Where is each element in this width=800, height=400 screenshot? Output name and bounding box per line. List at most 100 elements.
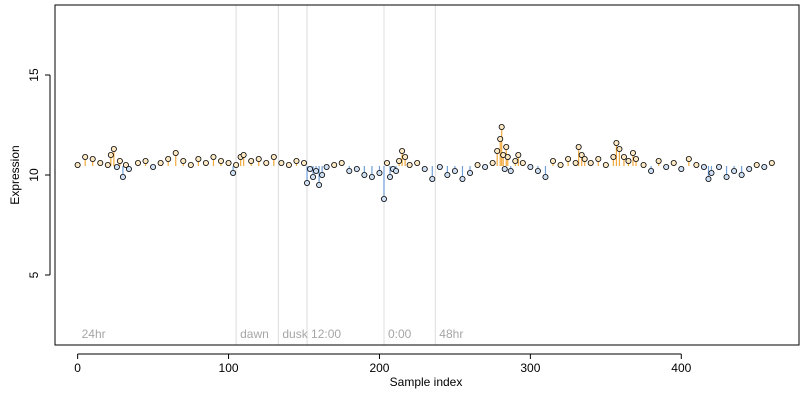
data-point-0-116 — [738, 171, 745, 178]
x-tick-label-1: 100 — [219, 361, 239, 375]
data-point-0-42 — [319, 171, 326, 178]
data-point-0-41 — [316, 181, 323, 188]
annotation-lines — [235, 5, 436, 345]
data-point-0-47 — [353, 165, 360, 172]
data-point-0-6 — [110, 145, 117, 152]
annotation-label-3: 12:00 — [311, 327, 341, 341]
data-point-0-100 — [629, 149, 636, 156]
data-point-0-34 — [285, 161, 292, 168]
data-point-0-31 — [263, 159, 270, 166]
data-point-0-25 — [230, 169, 237, 176]
points — [74, 124, 775, 202]
data-point-0-76 — [503, 143, 510, 150]
y-tick-label-1: 10 — [27, 168, 41, 182]
data-point-0-45 — [338, 159, 345, 166]
data-point-0-21 — [202, 159, 209, 166]
data-point-0-71 — [494, 147, 501, 154]
data-point-0-104 — [655, 157, 662, 164]
data-point-0-50 — [376, 169, 383, 176]
data-point-0-28 — [240, 151, 247, 158]
data-point-0-80 — [515, 151, 522, 158]
data-point-0-46 — [346, 167, 353, 174]
data-point-0-101 — [633, 155, 640, 162]
data-point-0-75 — [501, 165, 508, 172]
annotation-label-1: dawn — [240, 327, 269, 341]
data-point-0-26 — [233, 161, 240, 168]
data-point-0-2 — [89, 155, 96, 162]
data-point-0-99 — [625, 157, 632, 164]
data-point-0-107 — [678, 165, 685, 172]
data-point-0-59 — [406, 161, 413, 168]
data-point-0-16 — [165, 155, 172, 162]
data-point-0-114 — [723, 173, 730, 180]
data-point-0-112 — [708, 169, 715, 176]
data-point-0-98 — [620, 153, 627, 160]
data-point-0-72 — [497, 135, 504, 142]
y-tick-label-2: 15 — [27, 68, 41, 82]
data-point-0-33 — [278, 159, 285, 166]
data-point-0-85 — [550, 157, 557, 164]
data-point-0-119 — [761, 163, 768, 170]
data-point-0-84 — [542, 173, 549, 180]
data-point-0-106 — [670, 159, 677, 166]
data-point-0-94 — [602, 161, 609, 168]
data-point-0-49 — [368, 173, 375, 180]
data-point-0-88 — [572, 159, 579, 166]
data-point-0-29 — [248, 157, 255, 164]
data-point-0-5 — [107, 151, 114, 158]
data-point-0-30 — [255, 155, 262, 162]
data-point-0-89 — [575, 143, 582, 150]
data-point-0-120 — [768, 159, 775, 166]
data-point-0-58 — [402, 153, 409, 160]
data-point-0-64 — [444, 171, 451, 178]
data-point-0-91 — [581, 155, 588, 162]
data-point-0-65 — [451, 167, 458, 174]
data-point-0-57 — [399, 147, 406, 154]
data-point-0-103 — [648, 167, 655, 174]
data-point-0-20 — [195, 155, 202, 162]
data-point-0-7 — [113, 163, 120, 170]
data-point-0-24 — [225, 159, 232, 166]
data-point-0-23 — [218, 157, 225, 164]
data-point-0-95 — [610, 153, 617, 160]
data-point-0-22 — [210, 153, 217, 160]
x-tick-label-3: 300 — [520, 361, 540, 375]
data-point-0-110 — [700, 163, 707, 170]
data-point-0-11 — [125, 165, 132, 172]
data-point-0-60 — [414, 159, 421, 166]
data-point-0-70 — [489, 159, 496, 166]
data-point-0-92 — [587, 159, 594, 166]
data-point-0-56 — [396, 157, 403, 164]
data-point-0-0 — [74, 161, 81, 168]
plot-frame — [54, 4, 800, 346]
data-point-0-14 — [150, 163, 157, 170]
annotation-label-5: 48hr — [439, 327, 463, 341]
x-axis-label: Sample index — [390, 375, 463, 389]
data-point-0-53 — [387, 173, 394, 180]
data-point-0-61 — [421, 165, 428, 172]
x-tick-label-2: 200 — [369, 361, 389, 375]
annotation-label-2: dusk — [282, 327, 308, 341]
data-point-0-86 — [557, 161, 564, 168]
data-point-0-17 — [172, 149, 179, 156]
data-point-0-111 — [705, 175, 712, 182]
y-axis: 5 10 15 — [27, 68, 51, 278]
data-point-0-117 — [746, 165, 753, 172]
data-point-0-8 — [116, 157, 123, 164]
data-point-0-69 — [482, 163, 489, 170]
data-point-0-37 — [304, 179, 311, 186]
data-point-0-12 — [135, 159, 142, 166]
data-point-0-73 — [498, 124, 505, 131]
data-point-0-93 — [595, 155, 602, 162]
data-point-0-9 — [119, 173, 126, 180]
data-point-0-32 — [270, 153, 277, 160]
data-point-0-118 — [753, 161, 760, 168]
data-point-0-108 — [685, 155, 692, 162]
data-point-0-68 — [474, 161, 481, 168]
annotation-label-0: 24hr — [82, 327, 106, 341]
x-tick-label-0: 0 — [74, 361, 81, 375]
data-point-0-10 — [122, 161, 129, 168]
data-point-0-18 — [180, 157, 187, 164]
data-point-0-87 — [565, 155, 572, 162]
